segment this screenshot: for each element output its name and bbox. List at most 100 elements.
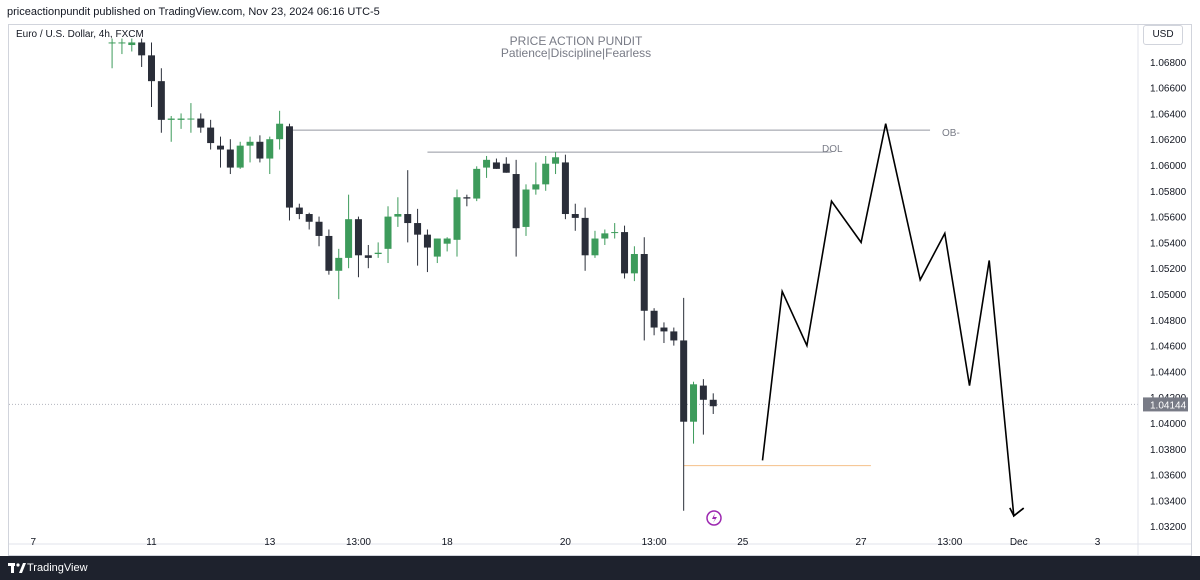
candle-body (552, 157, 560, 164)
candle-body (630, 254, 638, 274)
y-tick-label: 1.04600 (1150, 342, 1187, 353)
candle-body (345, 219, 353, 258)
candle-body (690, 384, 698, 422)
candle-body (601, 233, 609, 239)
candle-body (443, 238, 451, 244)
chart-frame[interactable] (8, 24, 1192, 556)
candle-body (276, 123, 284, 140)
y-tick-label: 1.05000 (1150, 290, 1187, 301)
candle-body (364, 255, 372, 258)
y-tick-label: 1.06600 (1150, 84, 1187, 95)
candle (423, 229, 431, 273)
candle (542, 155, 550, 191)
candle (492, 158, 500, 169)
x-tick-label: 13:00 (937, 537, 962, 548)
y-tick-label: 1.06200 (1150, 135, 1187, 146)
candle (483, 155, 491, 178)
attribution-text: priceactionpundit published on TradingVi… (7, 6, 380, 18)
candle (660, 322, 668, 344)
candle-body (216, 145, 224, 150)
candle-body (670, 331, 678, 341)
projection-path (761, 123, 1025, 518)
candle (670, 327, 678, 346)
candle (167, 115, 175, 142)
candle-body (148, 55, 155, 82)
candle (621, 225, 629, 279)
candle (650, 308, 658, 336)
candle (680, 297, 688, 511)
candle-body (414, 223, 422, 235)
candle-body (512, 174, 520, 229)
candle (364, 244, 372, 269)
candle-body (167, 118, 175, 120)
candle (345, 194, 353, 269)
candle (443, 237, 451, 252)
candle-body (581, 217, 589, 256)
candle (699, 379, 707, 435)
candle (522, 184, 530, 236)
candle (611, 223, 619, 239)
candle-body (354, 219, 362, 256)
candle (108, 38, 116, 69)
y-tick-label: 1.05400 (1150, 238, 1187, 249)
candle-body (246, 141, 254, 146)
currency-button[interactable]: USD (1143, 25, 1183, 45)
candle-body (118, 42, 126, 44)
y-tick-label: 1.04000 (1150, 419, 1187, 430)
y-tick-label: 1.03800 (1150, 445, 1187, 456)
candle-body (236, 145, 244, 168)
candle (414, 208, 422, 266)
candle (463, 194, 471, 207)
x-tick-label: 25 (737, 537, 749, 548)
candle-body (561, 162, 569, 215)
symbol-label[interactable]: Euro / U.S. Dollar, 4h, FXCM (16, 29, 144, 40)
candle (246, 136, 254, 163)
candle (177, 113, 185, 129)
candle-body (591, 238, 599, 256)
x-tick-label: 20 (560, 537, 572, 548)
candle (285, 123, 293, 221)
y-tick-label: 1.05600 (1150, 213, 1187, 224)
candle (394, 197, 402, 227)
y-tick-label: 1.03400 (1150, 496, 1187, 507)
projection-arrowhead (1009, 507, 1025, 518)
candle-body (532, 184, 540, 190)
candle-body (128, 42, 136, 46)
candle (157, 68, 165, 133)
current-price-label: 1.04144 (1150, 400, 1187, 411)
y-tick-label: 1.03600 (1150, 471, 1187, 482)
candle (374, 242, 382, 258)
candle-body (473, 168, 481, 199)
candle (552, 152, 560, 175)
candle (236, 141, 244, 169)
candle-body (640, 254, 648, 311)
candle-body (315, 221, 323, 236)
candle-body (660, 327, 668, 332)
lightning-icon[interactable] (706, 510, 722, 526)
candle-body (709, 399, 717, 407)
candle (216, 136, 224, 168)
candle (404, 170, 412, 243)
y-tick-label: 1.04400 (1150, 367, 1187, 378)
candle-body (542, 163, 550, 185)
candle (256, 135, 264, 163)
candle (118, 38, 126, 55)
axis-layer: 1.06800 1.06600 1.06400 1.06200 1.06000 1.058… (9, 25, 1191, 555)
tradingview-logo-icon[interactable] (8, 562, 26, 574)
candle-body (423, 234, 431, 248)
x-tick-label: 7 (30, 537, 36, 548)
candle-body (108, 42, 116, 44)
candle-body (611, 232, 619, 234)
x-tick-label: 13 (264, 537, 276, 548)
x-tick-label: 13:00 (642, 537, 667, 548)
y-tick-label: 1.06400 (1150, 109, 1187, 120)
candle (305, 212, 313, 230)
candle-body (680, 340, 688, 422)
candle (325, 229, 333, 275)
candle-body (138, 42, 146, 56)
footer-brand[interactable]: TradingView (27, 562, 88, 574)
candle (512, 159, 520, 257)
candle-body (187, 118, 195, 120)
candle-body (266, 139, 274, 159)
